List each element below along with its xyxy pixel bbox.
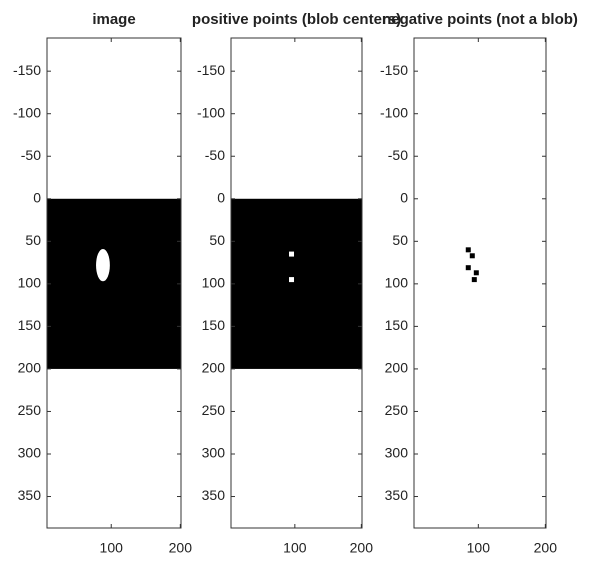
x-tick-label: 100	[467, 540, 491, 556]
y-tick-label: -50	[388, 147, 408, 163]
blob	[96, 249, 110, 281]
y-tick-label: 350	[18, 487, 42, 503]
y-tick-label: 0	[400, 189, 408, 205]
y-tick-label: 100	[18, 275, 42, 291]
y-tick-label: 200	[385, 360, 409, 376]
image-region	[47, 199, 181, 369]
point	[289, 252, 294, 257]
axes-box	[414, 38, 546, 528]
y-tick-label: 50	[392, 232, 408, 248]
point	[466, 247, 471, 252]
x-tick-label: 100	[283, 540, 307, 556]
x-tick-label: 200	[169, 540, 193, 556]
y-tick-label: 100	[202, 275, 226, 291]
point	[466, 265, 471, 270]
x-tick-label: 200	[534, 540, 558, 556]
y-tick-label: 350	[385, 487, 409, 503]
y-tick-label: -150	[197, 62, 225, 78]
y-tick-label: 300	[385, 445, 409, 461]
point	[289, 277, 294, 282]
y-tick-label: 300	[18, 445, 42, 461]
y-tick-label: -50	[205, 147, 225, 163]
y-tick-label: 0	[217, 189, 225, 205]
panel-title: positive points (blob centers)	[192, 11, 401, 28]
y-tick-label: 0	[33, 189, 41, 205]
y-tick-label: -100	[380, 104, 408, 120]
panel-title: negative points (not a blob)	[382, 11, 578, 28]
y-tick-label: -150	[380, 62, 408, 78]
point	[472, 277, 477, 282]
y-tick-label: 50	[209, 232, 225, 248]
y-tick-label: 50	[25, 232, 41, 248]
y-tick-label: 100	[385, 275, 409, 291]
y-tick-label: 350	[202, 487, 226, 503]
x-tick-label: 100	[100, 540, 124, 556]
figure: image -150 -100 -50 0 50 100 150 200 250 300 350 100…	[0, 0, 590, 563]
y-tick-label: 150	[18, 317, 42, 333]
y-tick-label: -50	[21, 147, 41, 163]
y-tick-label: 150	[202, 317, 226, 333]
y-tick-label: 250	[18, 402, 42, 418]
y-tick-label: 200	[202, 360, 226, 376]
point	[470, 253, 475, 258]
y-tick-label: -100	[13, 104, 41, 120]
y-tick-label: 300	[202, 445, 226, 461]
y-tick-label: -150	[13, 62, 41, 78]
point	[474, 270, 479, 275]
y-tick-label: 250	[202, 402, 226, 418]
x-tick-label: 200	[350, 540, 374, 556]
y-tick-label: 250	[385, 402, 409, 418]
panel-title: image	[92, 11, 135, 28]
y-tick-label: 200	[18, 360, 42, 376]
image-region	[231, 199, 362, 369]
y-tick-label: -100	[197, 104, 225, 120]
y-tick-label: 150	[385, 317, 409, 333]
